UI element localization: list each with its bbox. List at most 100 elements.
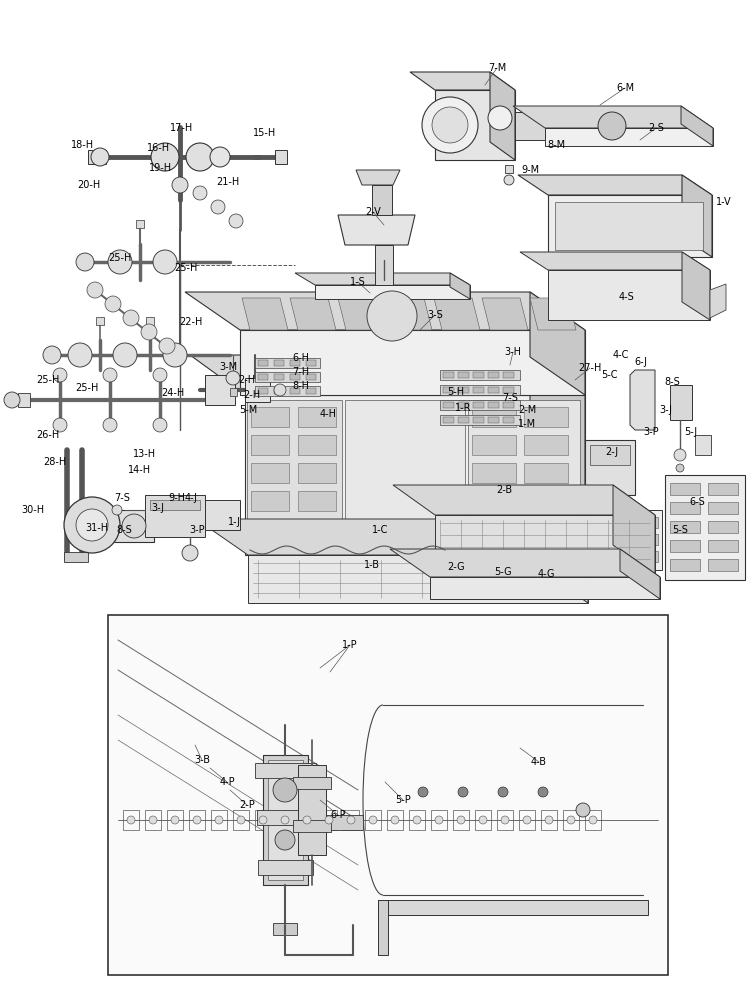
Bar [458,402,469,408]
Polygon shape [315,285,470,299]
Bar [568,114,608,138]
Polygon shape [548,270,710,320]
Bar [150,500,200,510]
Bar [167,810,183,830]
Circle shape [413,816,421,824]
Bar [708,521,738,533]
Text: 2-S: 2-S [648,123,664,133]
Bar [524,435,568,455]
Bar [665,475,745,580]
Bar [123,810,139,830]
Circle shape [127,816,135,824]
Circle shape [193,816,201,824]
Circle shape [303,816,311,824]
Bar [524,519,568,539]
Text: 2-V: 2-V [365,207,381,217]
Polygon shape [630,370,655,430]
Bar [503,372,514,378]
Text: 5-H: 5-H [447,387,465,397]
Bar [268,760,303,880]
Bar [211,810,227,830]
Polygon shape [482,298,528,330]
Polygon shape [185,292,585,330]
Bar [18,393,30,407]
Bar [670,502,700,514]
Polygon shape [530,292,585,395]
Bar [263,755,308,885]
Text: 1-C: 1-C [371,525,388,535]
Bar [563,810,579,830]
Bar [610,510,662,570]
Text: 2-H: 2-H [244,390,260,400]
Bar [503,417,514,423]
Bar [409,810,425,830]
Text: 17-H: 17-H [171,123,193,133]
Circle shape [347,816,355,824]
Bar [274,388,284,394]
Text: 25-H: 25-H [108,253,132,263]
Circle shape [432,107,468,143]
Bar [440,415,520,425]
Polygon shape [434,298,480,330]
Circle shape [172,177,188,193]
Bar [550,110,568,142]
Text: 31-H: 31-H [86,523,108,533]
Text: 1-V: 1-V [716,197,732,207]
Polygon shape [356,170,400,185]
Circle shape [229,214,243,228]
Bar [298,463,336,483]
Text: 8-S: 8-S [116,525,132,535]
Polygon shape [248,555,588,603]
Bar [299,810,315,830]
Bar [473,387,484,393]
Circle shape [281,816,289,824]
Circle shape [108,250,132,274]
Circle shape [598,112,626,140]
Polygon shape [620,549,660,599]
Text: 2-G: 2-G [447,562,465,572]
Circle shape [215,816,223,824]
Bar [257,810,314,825]
Text: 24-H: 24-H [162,388,185,398]
Bar [488,372,499,378]
Bar [274,374,284,380]
Text: 6-J: 6-J [635,357,647,367]
Bar [88,150,106,164]
Circle shape [488,106,512,130]
Circle shape [457,816,465,824]
Bar [515,112,550,140]
Text: 6-H: 6-H [293,353,310,363]
Bar [505,165,513,173]
Circle shape [259,816,267,824]
Circle shape [123,310,139,326]
Bar [96,317,104,325]
Text: 25-H: 25-H [174,263,198,273]
Circle shape [64,497,120,553]
Circle shape [369,816,377,824]
Bar [233,810,249,830]
Text: 22-H: 22-H [179,317,203,327]
Circle shape [105,296,121,312]
Bar [613,534,633,545]
Bar [372,185,392,215]
Bar [136,220,144,228]
Bar [524,407,568,427]
Bar [298,765,326,855]
Text: 2-J: 2-J [605,447,619,457]
Bar [365,810,381,830]
Bar [458,387,469,393]
Bar [258,388,268,394]
Polygon shape [682,175,712,257]
Circle shape [237,816,245,824]
Text: 7-M: 7-M [488,63,506,73]
Bar [255,763,316,778]
Bar [453,810,469,830]
Bar [343,810,359,830]
Circle shape [103,418,117,432]
Bar [443,372,454,378]
Polygon shape [295,273,470,285]
Circle shape [53,368,67,382]
Bar [450,547,580,557]
Polygon shape [240,330,585,395]
Text: 3-M: 3-M [219,362,237,372]
